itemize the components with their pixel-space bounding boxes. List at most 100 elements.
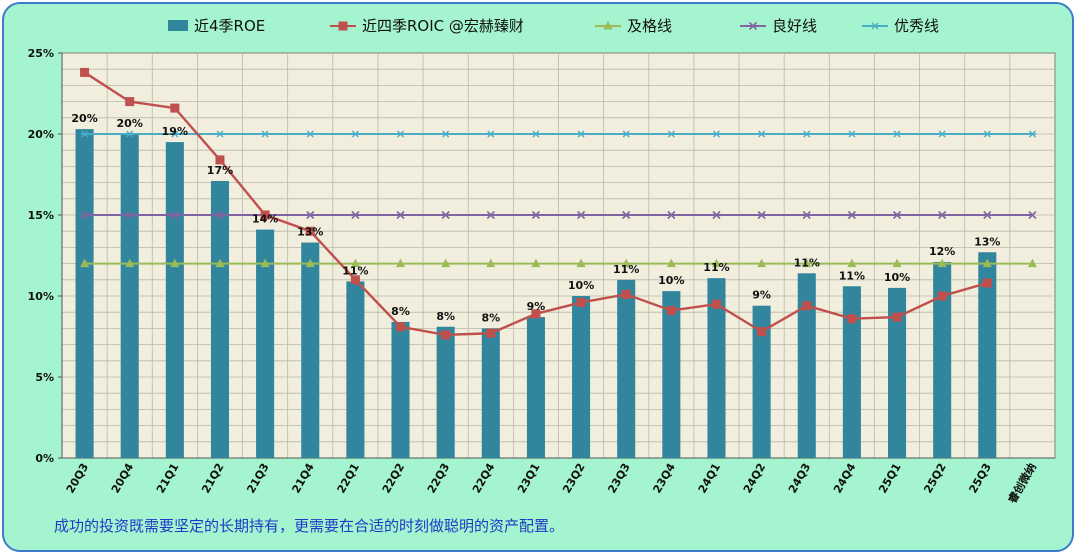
reference-marker bbox=[712, 210, 721, 220]
reference-marker bbox=[531, 258, 541, 268]
reference-marker bbox=[847, 130, 856, 138]
roic-point bbox=[215, 155, 225, 165]
x-tick-label: 24Q4 bbox=[831, 461, 859, 496]
roe-data-label: 9% bbox=[527, 300, 546, 313]
x-tick-label: 睿创微纳 bbox=[1005, 461, 1039, 506]
y-tick-label: 10% bbox=[28, 290, 54, 303]
roic-point bbox=[260, 210, 270, 220]
reference-marker bbox=[486, 130, 495, 138]
x-tick-label: 20Q3 bbox=[64, 461, 91, 495]
reference-marker bbox=[215, 130, 224, 138]
x-tick-label: 20Q4 bbox=[109, 461, 137, 496]
legend-item: 及格线 bbox=[595, 17, 672, 35]
roic-point bbox=[802, 301, 812, 311]
roe-data-label: 19% bbox=[162, 125, 188, 138]
legend-item: 优秀线 bbox=[862, 17, 939, 35]
x-tick-label: 21Q3 bbox=[244, 461, 271, 495]
roic-point bbox=[711, 299, 721, 309]
reference-marker bbox=[712, 130, 721, 138]
reference-marker bbox=[576, 258, 586, 268]
roe-data-label: 8% bbox=[391, 305, 410, 318]
x-tick-label: 22Q2 bbox=[380, 461, 407, 495]
reference-marker bbox=[215, 210, 225, 220]
reference-marker bbox=[125, 258, 135, 268]
y-tick-label: 0% bbox=[35, 452, 54, 465]
reference-marker bbox=[305, 258, 315, 268]
x-tick-label: 21Q2 bbox=[199, 461, 226, 495]
roic-point bbox=[666, 306, 676, 316]
roe-data-label: 12% bbox=[929, 245, 955, 258]
x-tick-label: 24Q3 bbox=[786, 461, 813, 495]
reference-marker bbox=[351, 210, 360, 220]
roe-bar bbox=[662, 291, 681, 458]
reference-marker bbox=[802, 210, 811, 220]
roe-data-label: 11% bbox=[839, 269, 865, 282]
roic-point bbox=[80, 67, 90, 77]
x-tick-label: 22Q1 bbox=[335, 461, 362, 495]
reference-marker bbox=[215, 258, 225, 268]
legend-item: 近四季ROIC @宏赫臻财 bbox=[330, 17, 524, 35]
roe-bar bbox=[842, 286, 861, 458]
roe-data-label: 20% bbox=[117, 117, 143, 130]
x-tick-label: 22Q3 bbox=[425, 461, 452, 495]
legend-item: 近4季ROE bbox=[168, 17, 265, 35]
legend-label: 及格线 bbox=[627, 17, 672, 35]
roic-point bbox=[847, 314, 857, 324]
reference-marker bbox=[170, 258, 180, 268]
roic-point bbox=[170, 103, 180, 113]
reference-marker bbox=[983, 130, 992, 138]
reference-marker bbox=[80, 258, 90, 268]
roe-data-label: 17% bbox=[207, 164, 233, 177]
x-tick-label: 22Q4 bbox=[470, 461, 498, 496]
x-tick-label: 24Q1 bbox=[696, 461, 723, 495]
reference-marker bbox=[260, 258, 270, 268]
reference-marker bbox=[441, 210, 450, 220]
roic-point bbox=[486, 328, 496, 338]
roic-point bbox=[576, 297, 586, 307]
legend-label: 良好线 bbox=[772, 17, 817, 35]
roe-bar bbox=[256, 229, 275, 458]
reference-marker bbox=[666, 258, 676, 268]
reference-marker bbox=[577, 210, 586, 220]
x-tick-label: 21Q1 bbox=[154, 461, 181, 495]
reference-marker bbox=[486, 258, 496, 268]
x-tick-label: 25Q2 bbox=[921, 461, 948, 495]
x-tick-label: 25Q3 bbox=[966, 461, 993, 495]
reference-marker bbox=[351, 130, 360, 138]
x-tick-label: 23Q1 bbox=[515, 461, 542, 495]
x-tick-label: 25Q1 bbox=[876, 461, 903, 495]
reference-marker bbox=[396, 258, 406, 268]
roe-data-label: 14% bbox=[252, 213, 278, 226]
roe-bar bbox=[752, 305, 771, 458]
roe-bar bbox=[887, 287, 907, 458]
reference-marker bbox=[802, 130, 811, 138]
roic-point bbox=[937, 291, 947, 301]
roe-data-label: 11% bbox=[703, 261, 729, 274]
roe-data-label: 10% bbox=[658, 274, 684, 287]
roe-bar bbox=[301, 242, 320, 458]
roe-bar bbox=[120, 134, 139, 458]
reference-marker bbox=[893, 130, 902, 138]
reference-marker bbox=[306, 210, 315, 220]
roic-point bbox=[757, 327, 767, 337]
reference-marker bbox=[622, 210, 631, 220]
reference-marker bbox=[938, 210, 947, 220]
reference-marker bbox=[621, 258, 631, 268]
x-tick-label: 23Q2 bbox=[560, 461, 587, 495]
reference-marker bbox=[441, 130, 450, 138]
roe-bar bbox=[165, 142, 184, 458]
roe-data-label: 8% bbox=[481, 311, 500, 324]
roic-point bbox=[441, 330, 451, 340]
reference-marker bbox=[983, 210, 992, 220]
reference-marker bbox=[80, 130, 89, 138]
reference-marker bbox=[802, 258, 812, 268]
roe-bar bbox=[978, 252, 997, 458]
reference-marker bbox=[847, 258, 857, 268]
roic-point bbox=[396, 322, 406, 332]
roe-bar bbox=[707, 278, 726, 458]
roic-point bbox=[531, 309, 541, 319]
series-triangle-line bbox=[80, 258, 1037, 268]
legend-item: 良好线 bbox=[740, 17, 817, 35]
roe-bar bbox=[436, 326, 455, 458]
reference-marker bbox=[125, 130, 134, 138]
